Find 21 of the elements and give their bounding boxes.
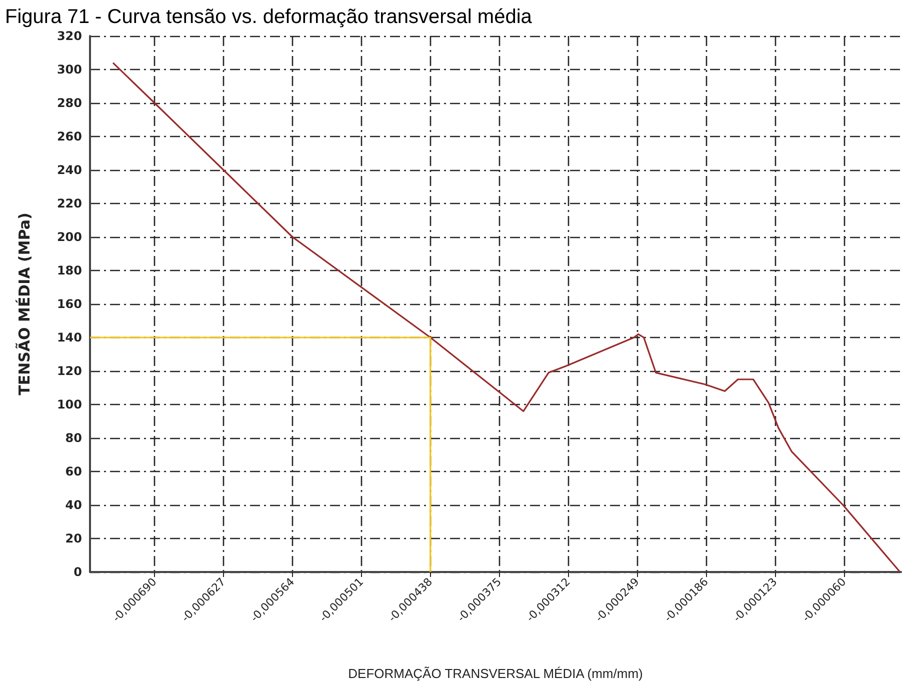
y-tick-label: 140 <box>56 330 82 344</box>
y-tick-label: 80 <box>65 431 82 445</box>
y-tick-label: 40 <box>65 498 82 512</box>
y-tick-label: 320 <box>56 29 82 43</box>
y-tick-label: 60 <box>65 464 82 478</box>
y-tick-label: 240 <box>56 163 82 177</box>
y-tick-label: 180 <box>56 264 82 278</box>
y-tick-label: 280 <box>56 96 82 110</box>
y-tick-label: 100 <box>56 398 82 412</box>
chart-title: Figura 71 - Curva tensão vs. deformação transversal média <box>5 6 533 28</box>
y-tick-label: 0 <box>74 565 82 579</box>
y-tick-label: 20 <box>65 532 82 546</box>
y-tick-label: 220 <box>56 196 82 210</box>
y-axis-title: TENSÃO MÉDIA (MPa) <box>16 212 34 396</box>
line-series <box>112 62 901 573</box>
y-tick-label: 300 <box>56 62 82 76</box>
y-tick-label: 120 <box>56 364 82 378</box>
y-tick-label: 160 <box>56 297 82 311</box>
y-tick-label: 200 <box>56 230 82 244</box>
x-axis-title: DEFORMAÇÃO TRANSVERSAL MÉDIA (mm/mm) <box>348 666 643 681</box>
y-tick-label: 260 <box>56 130 82 144</box>
